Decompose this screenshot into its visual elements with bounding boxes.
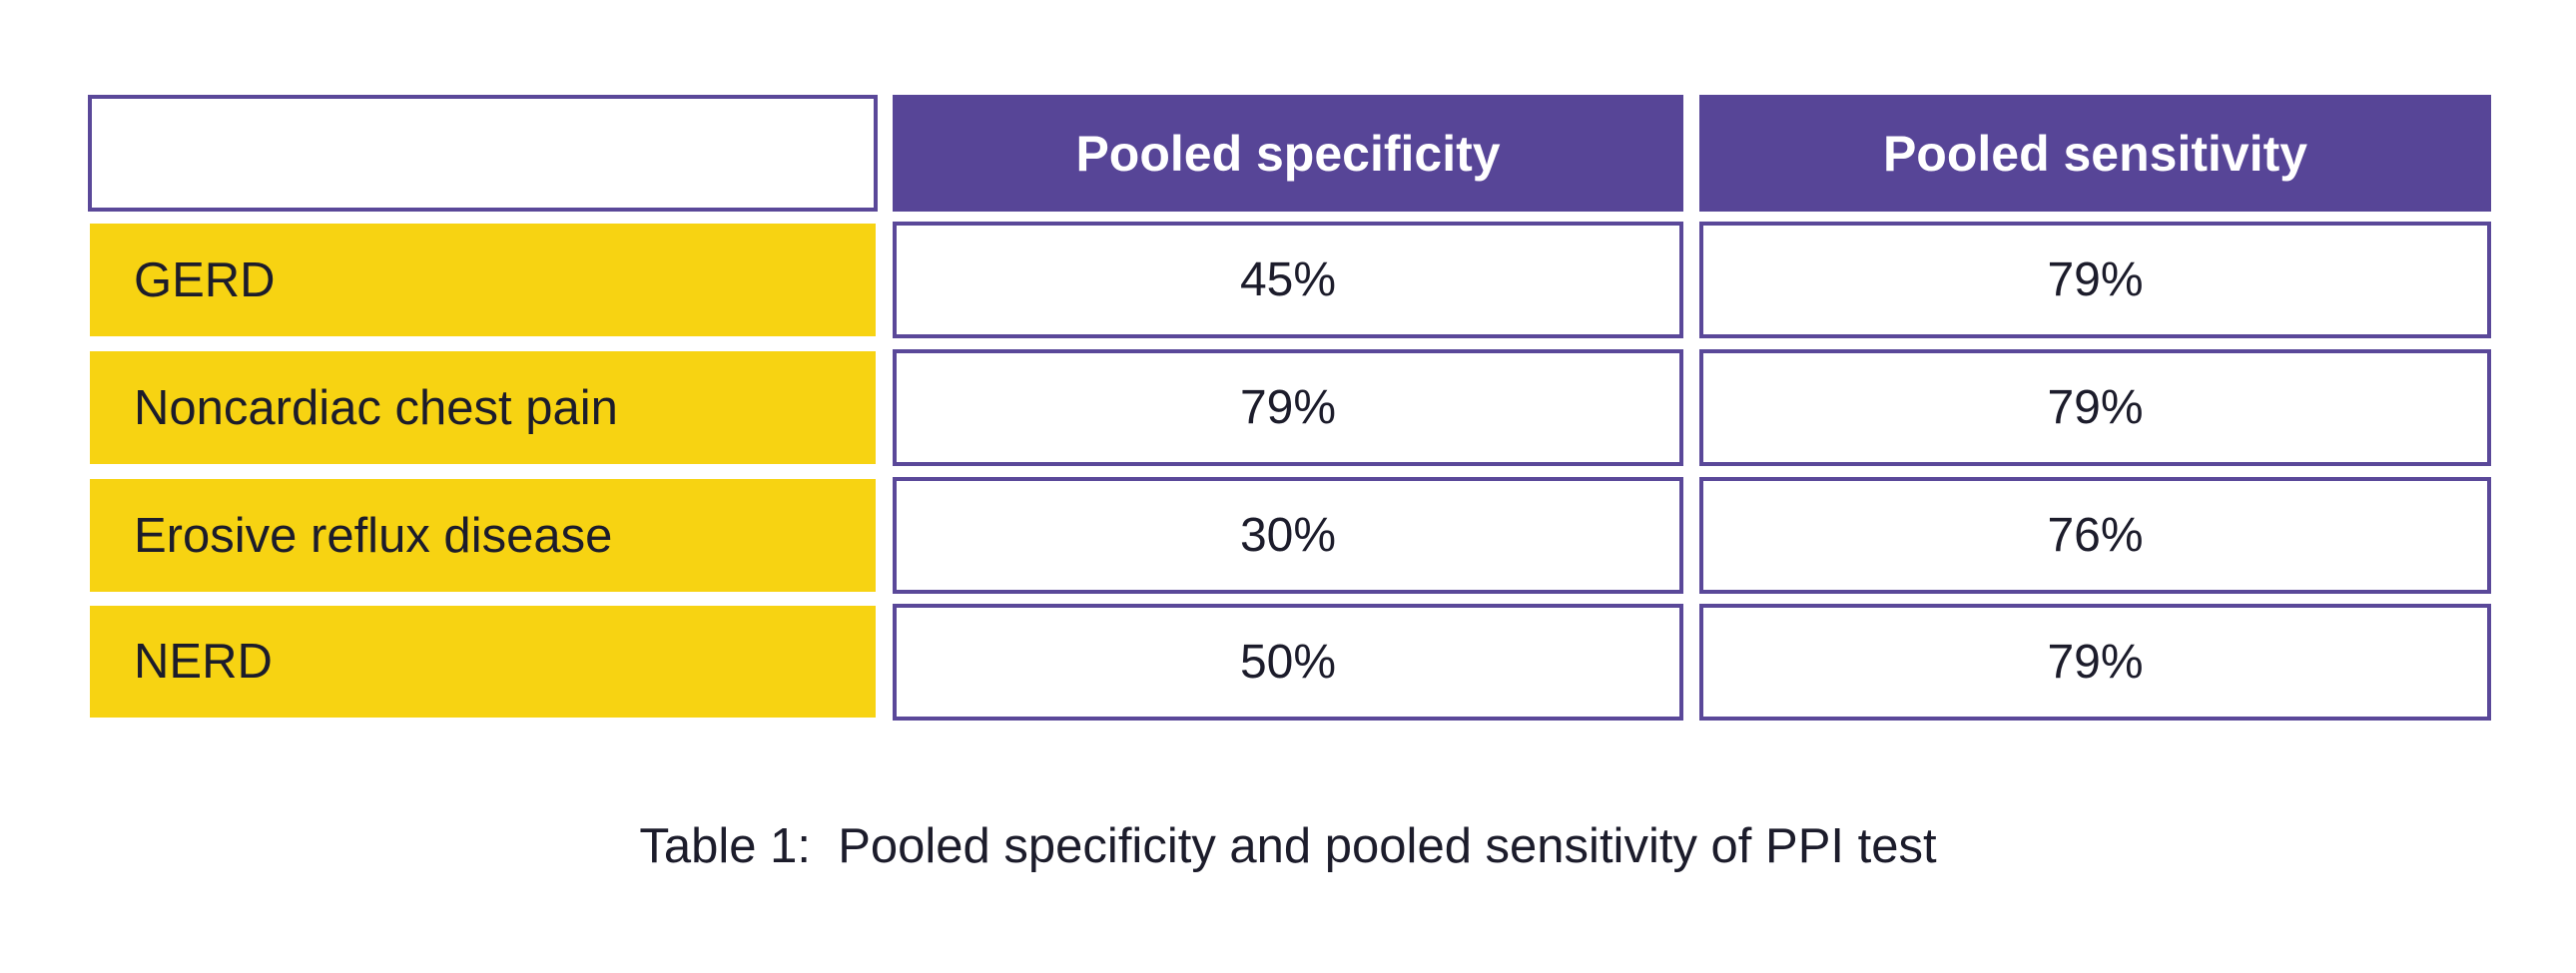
table-cell: 79% — [1699, 222, 2491, 338]
table-cell: 76% — [1699, 477, 2491, 594]
row-header-erosive-reflux-disease: Erosive reflux disease — [90, 479, 876, 592]
table-cell: 79% — [893, 349, 1683, 466]
table-cell: 79% — [1699, 349, 2491, 466]
column-header-sensitivity: Pooled sensitivity — [1699, 95, 2491, 212]
table-cell: 50% — [893, 604, 1683, 721]
table-corner-cell — [88, 95, 878, 212]
row-header-gerd: GERD — [90, 224, 876, 336]
column-header-specificity: Pooled specificity — [893, 95, 1683, 212]
table-caption: Table 1: Pooled specificity and pooled s… — [639, 819, 1937, 873]
table-cell: 30% — [893, 477, 1683, 594]
table-cell: 79% — [1699, 604, 2491, 721]
table-cell: 45% — [893, 222, 1683, 338]
row-header-noncardiac-chest-pain: Noncardiac chest pain — [90, 351, 876, 464]
row-header-nerd: NERD — [90, 606, 876, 718]
